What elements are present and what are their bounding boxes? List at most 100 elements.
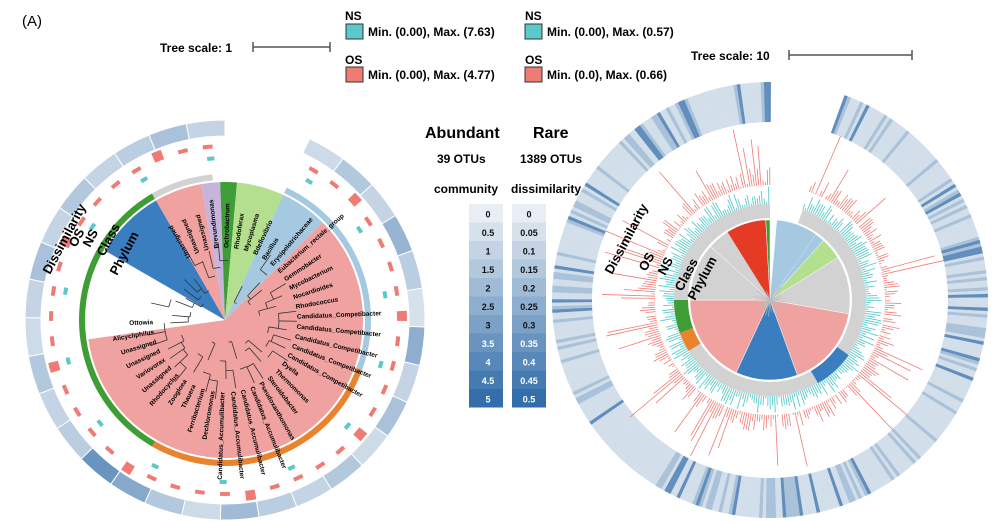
ns-bar [817, 382, 822, 389]
ns-bar [824, 378, 836, 392]
os-bar [389, 360, 396, 372]
left-ns-range: Min. (0.00), Max. (7.63) [368, 25, 495, 39]
os-bar [866, 233, 873, 239]
left-class-ring [79, 174, 371, 466]
dissimilarity-cell [785, 476, 794, 518]
dissimilarity-cell [565, 222, 604, 240]
os-bar [788, 413, 792, 427]
dissimilarity-cell [711, 471, 726, 511]
dissimilarity-cell [919, 393, 956, 418]
os-bar [783, 414, 787, 430]
scale-cell [512, 259, 546, 278]
dissimilarity-cell [944, 259, 985, 271]
os-bar [683, 380, 688, 385]
dissimilarity-cell [847, 458, 869, 497]
dissimilarity-cell [903, 416, 936, 445]
ns-bar [663, 304, 675, 307]
branch [183, 288, 199, 301]
branch-arc [208, 275, 215, 279]
ns-bar [811, 386, 819, 398]
ns-bar [219, 479, 227, 484]
ns-bar [151, 462, 160, 470]
branch [185, 249, 196, 266]
left-tree-branches [147, 242, 297, 399]
dissimilarity-cell [594, 168, 629, 195]
os-bar [863, 366, 876, 376]
os-bar [655, 351, 668, 358]
ns-bar [694, 230, 700, 236]
os-bar [651, 341, 663, 347]
rare-otu-tree [552, 82, 988, 518]
ns-bar [744, 204, 746, 208]
ns-bar [850, 241, 863, 250]
os-bar [669, 368, 678, 376]
dissimilarity-cell [552, 299, 593, 303]
os-bar [862, 226, 872, 233]
dissimilarity-cell [753, 82, 760, 123]
ns-bar [861, 327, 872, 332]
os-bar [875, 345, 883, 350]
dissimilarity-cell [648, 117, 673, 153]
os-bar [721, 181, 728, 194]
scale-cell [469, 222, 503, 241]
ns-bar [749, 393, 752, 398]
dissimilarity-cell [939, 352, 979, 369]
branch-arc [204, 290, 210, 294]
scale-cell [512, 204, 546, 223]
os-bar [844, 199, 858, 214]
dissimilarity-cell [615, 425, 646, 457]
branch [272, 350, 288, 362]
ns-bar [858, 259, 870, 265]
ns-bar [355, 225, 364, 234]
ns-bar [814, 204, 821, 216]
branch-arc [197, 353, 204, 358]
branch [208, 250, 214, 269]
scale-cell [469, 370, 503, 389]
dissimilarity-cell [745, 476, 753, 517]
os-bar [786, 413, 789, 426]
ns-bar [857, 338, 875, 346]
os-bar [652, 270, 659, 273]
dissimilarity-cell [887, 432, 917, 465]
phylum-wedge [727, 220, 770, 300]
ns-bar [844, 360, 859, 373]
ns-bar [860, 262, 877, 269]
dissimilarity-cell [937, 226, 977, 244]
os-bar [61, 384, 70, 395]
os-bar [269, 483, 280, 491]
os-bar [846, 210, 851, 215]
ns-bar [727, 199, 734, 212]
ns-bar [723, 209, 728, 215]
os-bar [805, 409, 810, 419]
dissimilarity-cell [662, 108, 685, 146]
ns-bar [833, 371, 841, 380]
ns-bar [676, 240, 689, 250]
dissimilarity-cell [864, 449, 890, 485]
dissimilarity-cell [690, 95, 708, 135]
dissimilarity-cell [740, 83, 749, 124]
ns-bar [861, 268, 876, 273]
ns-bar [700, 224, 706, 230]
dissimilarity-cell [627, 434, 657, 468]
dissimilarity-cell [799, 474, 811, 515]
ns-bar [681, 357, 694, 367]
dissimilarity-cell [871, 444, 898, 479]
ns-bar [813, 385, 819, 394]
dissimilarity-cell [552, 313, 593, 320]
os-bar [871, 240, 881, 247]
dissimilarity-cell [580, 387, 617, 411]
dissimilarity-cell [626, 133, 655, 167]
os-bar [741, 412, 746, 425]
rare-title: Rare [533, 125, 569, 142]
ns-bar [669, 288, 675, 291]
ns-bar [709, 378, 716, 386]
branch [202, 260, 210, 279]
dissimilarity-cell [706, 90, 722, 130]
os-bar [329, 179, 340, 190]
dissimilarity-cell [856, 109, 879, 146]
ns-bar [667, 326, 678, 330]
os-bar [739, 411, 741, 415]
os-bar [194, 489, 205, 495]
scale-label: 4 [485, 357, 490, 367]
ns-bar [864, 280, 877, 284]
